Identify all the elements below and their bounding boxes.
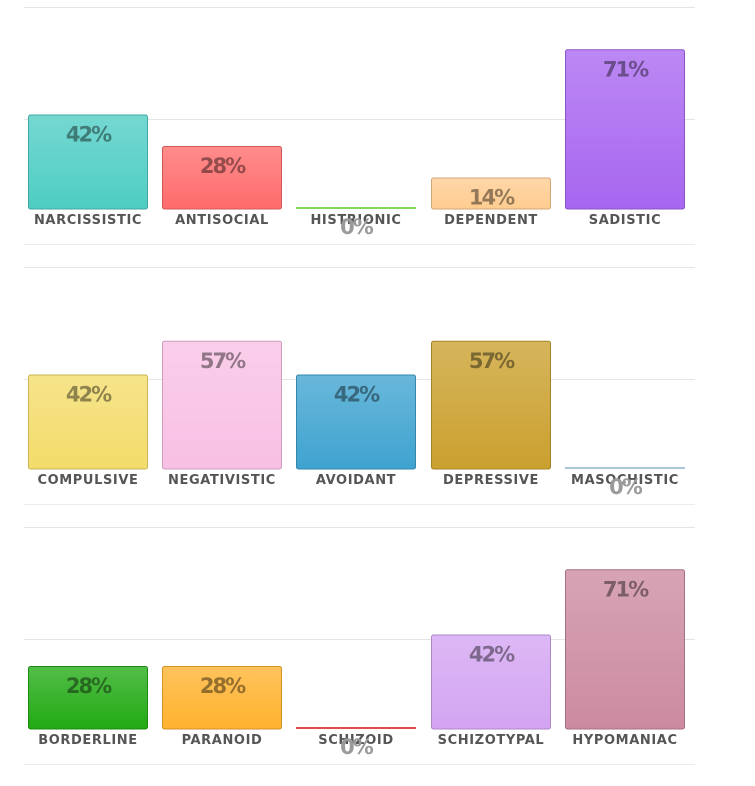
bar-avoidant [296, 374, 416, 470]
bar-depressive [431, 340, 551, 470]
value-label-sadistic: 71% [603, 57, 649, 81]
category-label-schizoid: SCHIZOID [318, 733, 394, 748]
value-label-antisocial: 28% [200, 154, 246, 178]
category-label-dependent: DEPENDENT [444, 213, 538, 228]
category-label-hypomaniac: HYPOMANIAC [572, 733, 677, 748]
value-label-depressive: 57% [469, 349, 515, 373]
value-label-paranoid: 28% [200, 674, 246, 698]
value-label-masochistic: 0% [609, 475, 643, 499]
bar-narcissistic [28, 114, 148, 210]
category-label-histrionic: HISTRIONIC [310, 213, 401, 228]
category-label-narcissistic: NARCISSISTIC [34, 213, 142, 228]
category-label-depressive: DEPRESSIVE [443, 473, 539, 488]
bar-sadistic [565, 49, 685, 210]
chart-panel-1: NARCISSISTIC 42% ANTISOCIAL 28% HISTRIONIC0%… [24, 7, 695, 245]
category-label-sadistic: SADISTIC [589, 213, 661, 228]
value-label-narcissistic: 42% [66, 123, 112, 147]
category-label-negativistic: NEGATIVISTIC [168, 473, 276, 488]
value-label-avoidant: 42% [334, 383, 380, 407]
bar-compulsive [28, 374, 148, 470]
value-label-schizoid: 0% [340, 735, 374, 759]
value-label-negativistic: 57% [200, 349, 246, 373]
category-label-borderline: BORDERLINE [38, 733, 138, 748]
bar-paranoid [162, 666, 282, 730]
bar-schizoid [296, 727, 416, 729]
bar-hypomaniac [565, 569, 685, 730]
value-label-hypomaniac: 71% [603, 577, 649, 601]
bar-histrionic [296, 207, 416, 209]
value-label-dependent: 14% [469, 186, 515, 210]
category-label-masochistic: MASOCHISTIC [571, 473, 679, 488]
value-label-histrionic: 0% [340, 215, 374, 239]
bar-schizotypal [431, 634, 551, 730]
bar-antisocial [162, 146, 282, 210]
bar-negativistic [162, 340, 282, 470]
bar-dependent [431, 177, 551, 210]
value-label-schizotypal: 42% [469, 643, 515, 667]
bar-borderline [28, 666, 148, 730]
bar-masochistic [565, 467, 685, 469]
category-label-paranoid: PARANOID [182, 733, 263, 748]
value-label-compulsive: 42% [66, 383, 112, 407]
category-label-avoidant: AVOIDANT [316, 473, 396, 488]
value-label-borderline: 28% [66, 674, 112, 698]
chart-panel-2: COMPULSIVE 42% NEGATIVISTIC 57% AVOIDANT 42% D… [24, 267, 695, 505]
category-label-schizotypal: SCHIZOTYPAL [438, 733, 545, 748]
category-label-antisocial: ANTISOCIAL [175, 213, 269, 228]
category-label-compulsive: COMPULSIVE [37, 473, 138, 488]
